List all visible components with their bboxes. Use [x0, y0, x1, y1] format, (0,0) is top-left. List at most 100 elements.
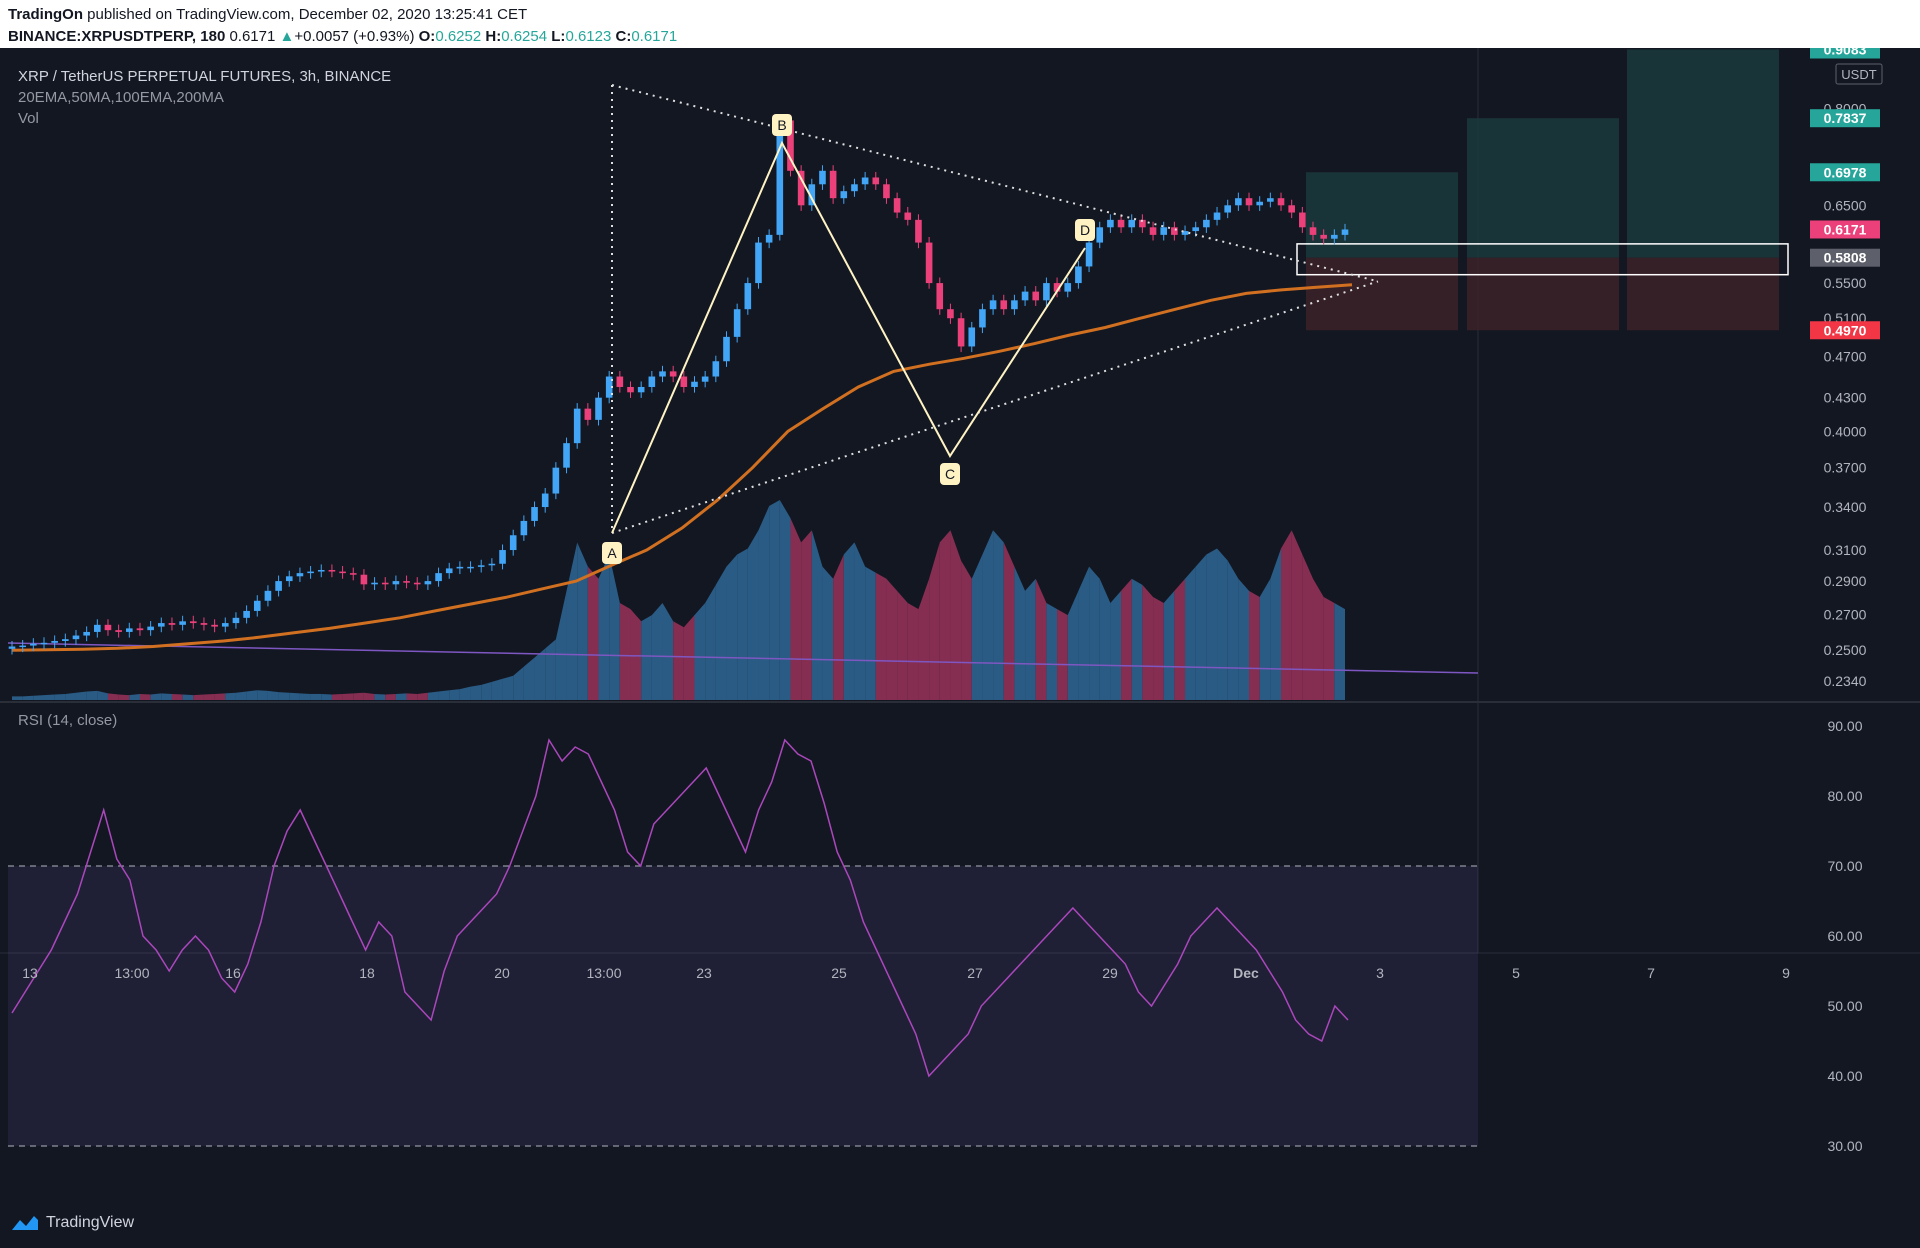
candle-up — [1075, 266, 1082, 284]
volume-bar — [769, 500, 780, 700]
price-tick-label: 0.4300 — [1824, 390, 1867, 406]
candle-down — [403, 581, 410, 583]
candle-up — [968, 327, 976, 347]
last-price: 0.6171 — [229, 28, 276, 45]
volume-bar — [267, 690, 279, 700]
pattern-label-c: C — [945, 466, 955, 482]
candle-down — [1288, 205, 1295, 213]
volume-bar — [1323, 596, 1335, 700]
loss-zone-1 — [1306, 257, 1458, 331]
candle-down — [328, 569, 336, 572]
price-tick-label: 0.6500 — [1824, 197, 1867, 213]
volume-bar — [651, 603, 663, 700]
volume-bar — [150, 693, 162, 700]
price-tick-label: 0.4000 — [1824, 423, 1867, 439]
pattern-label-d: D — [1080, 222, 1090, 238]
volume-bar — [1302, 554, 1314, 700]
candle-up — [861, 177, 869, 185]
pattern-label-d-badge — [1075, 219, 1095, 241]
volume-bar — [1035, 578, 1047, 700]
candle-up — [552, 467, 560, 494]
price-tag-0.6978 — [1810, 163, 1880, 182]
candle-up — [979, 309, 986, 328]
volume-bar — [54, 693, 66, 700]
volume-bar — [875, 572, 887, 700]
candle-up — [573, 408, 581, 444]
volume-bar — [342, 693, 354, 700]
volume-bar — [566, 542, 578, 700]
candle-down — [1032, 291, 1040, 301]
tradingview-logo[interactable]: TradingView — [10, 1214, 134, 1232]
volume-bar — [822, 566, 834, 700]
volume-bar — [65, 692, 76, 700]
candle-up — [989, 300, 997, 310]
volume-bar — [321, 693, 332, 700]
volume-bar — [993, 530, 1004, 700]
volume-bar — [1185, 566, 1196, 700]
candle-up — [285, 576, 293, 582]
volume-bar — [1227, 560, 1239, 700]
candle-up — [1043, 283, 1050, 301]
volume-bar — [609, 554, 620, 700]
candle-up — [232, 617, 240, 624]
volume-bar — [470, 684, 482, 700]
pattern-label-c-badge — [940, 463, 960, 485]
volume-bar — [203, 693, 215, 700]
volume-bar — [534, 648, 546, 700]
publisher-name[interactable]: TradingOn — [8, 6, 83, 23]
open-value: 0.6252 — [435, 28, 482, 45]
candle-down — [200, 623, 208, 625]
volume-bar — [726, 554, 738, 700]
volume-label: Vol — [18, 110, 39, 127]
candle-down — [936, 283, 944, 310]
volume-bar — [1131, 578, 1143, 700]
volume-bar — [257, 690, 268, 700]
triangle-lower-side — [611, 280, 1379, 534]
time-tick-label: 16 — [225, 965, 241, 981]
volume-bar — [790, 518, 802, 700]
volume-bar — [331, 693, 343, 700]
time-tick-label: 20 — [494, 965, 510, 981]
price-tag-0.7837 — [1810, 109, 1880, 128]
volume-bar — [694, 603, 706, 700]
candle-down — [883, 184, 890, 199]
volume-bar — [1238, 578, 1250, 700]
price-tick-label: 0.2700 — [1824, 606, 1867, 622]
candle-down — [115, 630, 122, 632]
candle-down — [893, 198, 901, 213]
pattern-label-a-badge — [602, 542, 622, 564]
volume-bar — [299, 693, 311, 700]
currency-badge — [1835, 63, 1883, 85]
candle-up — [701, 376, 709, 382]
volume-bar — [673, 621, 684, 700]
volume-bar — [598, 554, 610, 700]
publish-info: TradingOn published on TradingView.com, … — [8, 6, 527, 23]
candle-up — [243, 610, 250, 618]
volume-bar — [171, 693, 183, 700]
profit-zone-2 — [1467, 118, 1619, 258]
profit-zone-1 — [1306, 172, 1458, 258]
volume-bar — [662, 603, 674, 700]
candle-down — [1277, 198, 1285, 206]
time-tick-label: 5 — [1512, 965, 1520, 981]
triangle-upper-side — [611, 84, 1379, 283]
price-tag-label: 0.9083 — [1824, 48, 1867, 58]
time-tick-label: 13:00 — [114, 965, 149, 981]
volume-bar — [918, 578, 930, 700]
volume-bar — [385, 693, 396, 700]
loss-zone-2 — [1467, 257, 1619, 331]
header: TradingOn published on TradingView.com, … — [0, 0, 1920, 48]
candle-up — [147, 626, 154, 631]
price-tag-label: 0.6978 — [1824, 164, 1867, 180]
candle-up — [72, 635, 80, 640]
price-tag-label: 0.5808 — [1824, 250, 1867, 266]
volume-bar — [929, 542, 940, 700]
candle-down — [360, 574, 368, 585]
volume-bar — [1334, 603, 1345, 700]
volume-bar — [86, 690, 98, 700]
volume-bar — [193, 694, 204, 700]
candle-down — [925, 242, 933, 284]
price-tick-label: 0.2500 — [1824, 642, 1867, 658]
